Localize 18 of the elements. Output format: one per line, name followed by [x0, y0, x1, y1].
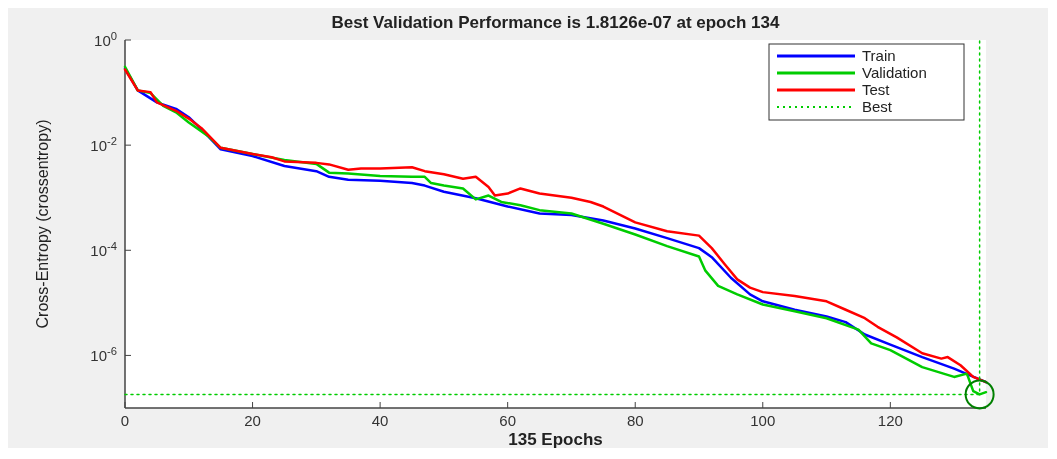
- x-tick-label: 80: [626, 412, 644, 429]
- legend-label: Test: [862, 81, 891, 98]
- chart-title: Best Validation Performance is 1.8126e-07 at epoch 134: [331, 13, 780, 32]
- y-tick-label: 10$^{-4}$: [90, 240, 117, 260]
- legend-label: Best: [862, 98, 893, 115]
- x-tick-label: 100: [750, 412, 776, 429]
- y-tick-label: 10$^{0}$: [94, 30, 117, 49]
- x-tick-label: 120: [877, 412, 903, 429]
- y-tick-label: 10$^{-6}$: [90, 345, 117, 365]
- legend-label: Train: [862, 47, 896, 64]
- legend-label: Validation: [862, 64, 927, 81]
- x-tick-label: 0: [120, 412, 130, 429]
- x-tick-label: 40: [371, 412, 389, 429]
- x-tick-label: 20: [244, 412, 261, 429]
- x-axis-title: 135 Epochs: [508, 430, 603, 449]
- y-axis-title: Cross-Entropy (crossentropy): [34, 119, 51, 329]
- x-tick-label: 60: [499, 412, 517, 429]
- y-tick-label: 10$^{-2}$: [90, 135, 117, 155]
